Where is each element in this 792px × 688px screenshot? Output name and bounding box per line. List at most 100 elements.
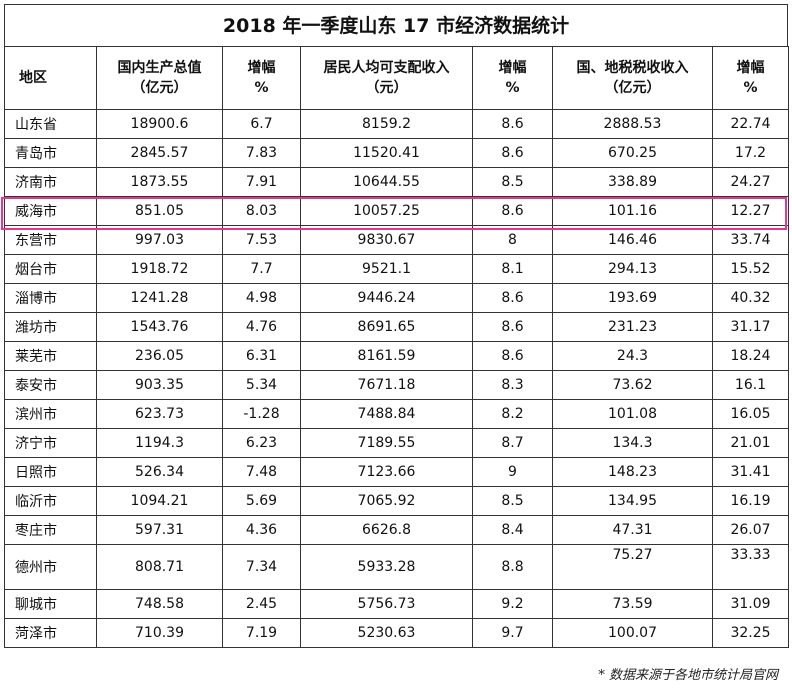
header-tax: 国、地税税收收入 （亿元） <box>552 46 713 110</box>
table-body: 山东省 18900.6 6.7 8159.2 8.6 2888.53 22.74 青岛市 284… <box>4 109 789 648</box>
cell-income-growth: 8.6 <box>472 109 553 139</box>
cell-tax-growth: 12.27 <box>712 196 789 226</box>
cell-tax-growth: 22.74 <box>712 109 789 139</box>
cell-income-growth: 8.2 <box>472 399 553 429</box>
cell-region: 威海市 <box>4 196 97 226</box>
table-row: 莱芜市 236.05 6.31 8161.59 8.6 24.3 18.24 <box>4 341 789 371</box>
table-row: 淄博市 1241.28 4.98 9446.24 8.6 193.69 40.32 <box>4 283 789 313</box>
cell-gdp-growth: 5.34 <box>222 370 301 400</box>
cell-income: 9830.67 <box>300 225 473 255</box>
cell-tax-growth: 31.41 <box>712 457 789 487</box>
cell-income: 10057.25 <box>300 196 473 226</box>
cell-gdp-growth: 7.19 <box>222 618 301 648</box>
cell-gdp: 1543.76 <box>96 312 223 342</box>
cell-tax: 24.3 <box>552 341 713 371</box>
cell-tax-growth: 31.17 <box>712 312 789 342</box>
cell-tax-growth: 16.19 <box>712 486 789 516</box>
table-title: 2018 年一季度山东 17 市经济数据统计 <box>4 4 788 46</box>
table-row: 泰安市 903.35 5.34 7671.18 8.3 73.62 16.1 <box>4 370 789 400</box>
cell-gdp: 1094.21 <box>96 486 223 516</box>
cell-tax: 294.13 <box>552 254 713 284</box>
cell-income-growth: 9 <box>472 457 553 487</box>
header-gdp: 国内生产总值 （亿元） <box>96 46 223 110</box>
cell-tax-growth: 33.74 <box>712 225 789 255</box>
cell-income-growth: 8.8 <box>472 544 553 590</box>
table-row: 威海市 851.05 8.03 10057.25 8.6 101.16 12.27 <box>4 196 789 226</box>
cell-income-growth: 8.7 <box>472 428 553 458</box>
header-row: 地区 国内生产总值 （亿元） 增幅% 居民人均可支配收入 （元） 增幅% 国、地税税… <box>4 46 789 110</box>
cell-tax: 338.89 <box>552 167 713 197</box>
cell-region: 济南市 <box>4 167 97 197</box>
cell-tax-growth: 32.25 <box>712 618 789 648</box>
cell-region: 潍坊市 <box>4 312 97 342</box>
cell-income: 6626.8 <box>300 515 473 545</box>
cell-income: 8161.59 <box>300 341 473 371</box>
cell-tax: 100.07 <box>552 618 713 648</box>
cell-region: 滨州市 <box>4 399 97 429</box>
cell-tax-growth: 16.1 <box>712 370 789 400</box>
cell-tax: 101.08 <box>552 399 713 429</box>
economic-data-table: 地区 国内生产总值 （亿元） 增幅% 居民人均可支配收入 （元） 增幅% 国、地税税… <box>4 46 789 648</box>
cell-gdp: 1918.72 <box>96 254 223 284</box>
cell-income-growth: 8.5 <box>472 167 553 197</box>
cell-gdp-growth: 7.48 <box>222 457 301 487</box>
cell-region: 临沂市 <box>4 486 97 516</box>
cell-income-growth: 8 <box>472 225 553 255</box>
cell-gdp-growth: 6.31 <box>222 341 301 371</box>
cell-tax: 146.46 <box>552 225 713 255</box>
cell-income-growth: 8.4 <box>472 515 553 545</box>
cell-gdp: 2845.57 <box>96 138 223 168</box>
cell-tax: 670.25 <box>552 138 713 168</box>
cell-income-growth: 9.2 <box>472 589 553 619</box>
cell-region: 德州市 <box>4 544 97 590</box>
table-row: 菏泽市 710.39 7.19 5230.63 9.7 100.07 32.25 <box>4 618 789 648</box>
cell-tax-growth: 33.33 <box>712 544 789 590</box>
cell-region: 烟台市 <box>4 254 97 284</box>
cell-income: 9521.1 <box>300 254 473 284</box>
cell-gdp: 808.71 <box>96 544 223 590</box>
cell-income: 8159.2 <box>300 109 473 139</box>
cell-gdp: 623.73 <box>96 399 223 429</box>
cell-income: 5933.28 <box>300 544 473 590</box>
cell-income: 7671.18 <box>300 370 473 400</box>
cell-gdp: 18900.6 <box>96 109 223 139</box>
cell-income: 9446.24 <box>300 283 473 313</box>
cell-tax: 148.23 <box>552 457 713 487</box>
cell-income-growth: 8.6 <box>472 312 553 342</box>
cell-gdp-growth: -1.28 <box>222 399 301 429</box>
header-income: 居民人均可支配收入 （元） <box>300 46 473 110</box>
cell-gdp: 710.39 <box>96 618 223 648</box>
cell-gdp-growth: 7.7 <box>222 254 301 284</box>
cell-gdp: 851.05 <box>96 196 223 226</box>
cell-gdp: 1873.55 <box>96 167 223 197</box>
table-row: 济宁市 1194.3 6.23 7189.55 8.7 134.3 21.01 <box>4 428 789 458</box>
cell-tax-growth: 21.01 <box>712 428 789 458</box>
cell-tax: 101.16 <box>552 196 713 226</box>
cell-gdp: 1241.28 <box>96 283 223 313</box>
cell-income: 7123.66 <box>300 457 473 487</box>
table-row: 聊城市 748.58 2.45 5756.73 9.2 73.59 31.09 <box>4 589 789 619</box>
cell-tax-growth: 24.27 <box>712 167 789 197</box>
cell-tax-growth: 18.24 <box>712 341 789 371</box>
cell-income: 7065.92 <box>300 486 473 516</box>
table-row: 山东省 18900.6 6.7 8159.2 8.6 2888.53 22.74 <box>4 109 789 139</box>
cell-region: 济宁市 <box>4 428 97 458</box>
table-row: 临沂市 1094.21 5.69 7065.92 8.5 134.95 16.19 <box>4 486 789 516</box>
cell-gdp-growth: 2.45 <box>222 589 301 619</box>
cell-income: 5756.73 <box>300 589 473 619</box>
cell-tax: 75.27 <box>552 544 713 590</box>
cell-income-growth: 8.5 <box>472 486 553 516</box>
cell-gdp-growth: 7.34 <box>222 544 301 590</box>
cell-region: 枣庄市 <box>4 515 97 545</box>
cell-tax: 231.23 <box>552 312 713 342</box>
cell-gdp: 597.31 <box>96 515 223 545</box>
cell-gdp-growth: 6.23 <box>222 428 301 458</box>
cell-gdp-growth: 4.36 <box>222 515 301 545</box>
cell-gdp-growth: 4.98 <box>222 283 301 313</box>
header-region: 地区 <box>4 46 97 110</box>
cell-tax-growth: 26.07 <box>712 515 789 545</box>
cell-gdp-growth: 7.83 <box>222 138 301 168</box>
cell-gdp-growth: 7.53 <box>222 225 301 255</box>
cell-region: 东营市 <box>4 225 97 255</box>
header-tax-growth: 增幅% <box>712 46 789 110</box>
